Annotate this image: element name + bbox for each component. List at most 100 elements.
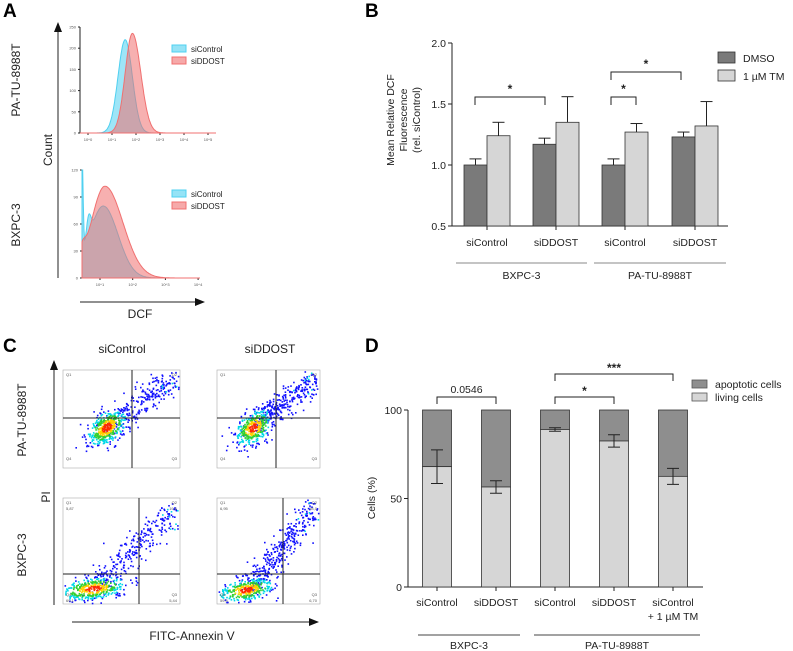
event-dot [254,429,257,432]
event-dot [255,423,257,425]
event-dot [229,589,231,591]
event-dot [279,544,281,546]
event-dot [107,412,110,415]
event-dot [263,423,266,425]
event-dot [100,602,102,604]
event-dot [265,594,268,596]
legend-swatch [171,44,187,53]
event-dot [279,399,282,402]
event-dot [257,442,259,445]
event-dot [284,399,287,402]
event-dot [119,578,122,580]
event-dot [168,514,170,516]
event-dot [229,595,232,597]
event-dot [305,533,307,535]
event-dot [65,592,67,594]
event-dot [124,415,126,418]
event-dot [174,516,176,518]
event-dot [113,422,115,424]
event-dot [258,430,261,433]
event-dot [253,422,255,425]
event-dot [96,576,98,579]
event-dot [298,509,300,511]
event-dot [242,433,245,435]
event-dot [91,439,94,441]
event-dot [224,594,226,596]
event-dot [165,385,167,387]
event-dot [315,385,318,387]
bar-tm [624,131,649,227]
event-dot [256,589,259,592]
event-dot [277,554,280,557]
event-dot [220,595,223,598]
event-dot [261,433,264,435]
event-dot [115,418,117,420]
quadrant-percent: 59,5 [220,598,229,603]
event-dot [306,510,308,513]
event-dot [142,401,145,403]
event-dot [254,586,256,588]
event-dot [149,545,151,547]
event-dot [259,422,261,425]
panel-b: Mean Relative DCF Fluorescence (rel. siC… [385,38,784,282]
event-dot [97,418,100,420]
event-dot [112,586,115,589]
event-dot [247,598,249,600]
event-dot [279,418,282,421]
event-dot [118,584,120,586]
event-dot [110,585,112,588]
event-dot [313,518,316,521]
event-dot [280,546,283,549]
event-dot [116,576,119,578]
y-axis-label: Mean Relative DCF Fluorescence (rel. siC… [385,74,423,166]
event-dot [88,594,90,597]
event-dot [236,576,238,579]
event-dot [163,398,165,400]
event-dot [270,543,273,546]
event-dot [250,430,252,433]
event-dot [75,586,77,589]
event-dot [144,391,147,394]
event-dot [172,515,174,518]
event-dot [298,522,300,525]
event-dot [99,419,102,422]
event-dot [247,585,250,587]
event-dot [142,389,144,391]
event-dot [101,439,104,442]
event-dot [243,428,246,431]
event-dot [108,434,111,436]
event-dot [160,531,163,533]
event-dot [139,546,141,549]
event-dot [307,499,309,502]
event-dot [174,386,177,388]
event-dot [151,381,154,383]
event-dot [148,389,151,392]
event-dot [250,586,252,589]
event-dot [123,567,125,569]
event-dot [309,401,312,403]
event-dot [237,576,239,579]
event-dot [255,406,258,408]
event-dot [268,564,271,566]
event-dot [302,529,304,531]
event-dot [221,435,224,437]
event-dot [144,535,146,537]
event-dot [244,423,246,426]
event-dot [77,584,79,586]
legend-swatch [691,392,708,402]
event-dot [134,406,136,408]
x-tick-label: 10^0 [84,137,93,142]
event-dot [105,595,107,598]
event-dot [270,417,272,420]
event-dot [114,400,116,402]
event-dot [148,398,151,401]
event-dot [128,419,130,422]
event-dot [243,587,246,590]
event-dot [151,533,154,535]
event-dot [279,559,281,562]
event-dot [98,428,101,431]
event-dot [302,525,304,528]
event-dot [309,518,311,521]
event-dot [298,386,300,388]
event-dot [99,574,102,577]
